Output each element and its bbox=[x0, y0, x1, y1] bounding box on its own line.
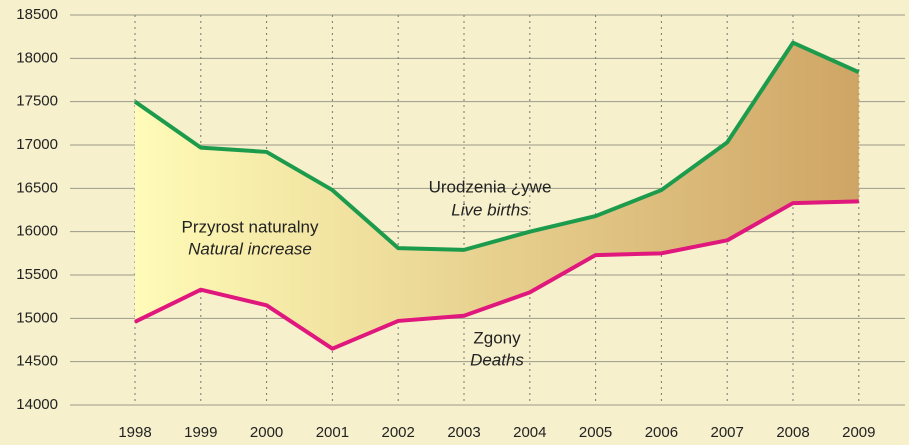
x-tick-label: 2009 bbox=[842, 424, 875, 441]
annotation: Live births bbox=[451, 200, 529, 219]
y-tick-label: 18500 bbox=[16, 6, 58, 23]
y-tick-label: 14500 bbox=[16, 353, 58, 370]
x-tick-label: 2000 bbox=[250, 424, 283, 441]
natural-increase-area bbox=[135, 42, 859, 349]
x-tick-label: 2008 bbox=[776, 424, 809, 441]
annotation: Deaths bbox=[470, 350, 524, 369]
y-tick-label: 17000 bbox=[16, 136, 58, 153]
x-tick-label: 2001 bbox=[316, 424, 349, 441]
x-tick-label: 1998 bbox=[118, 424, 151, 441]
x-tick-label: 2006 bbox=[645, 424, 678, 441]
y-tick-label: 15000 bbox=[16, 309, 58, 326]
annotation: Urodzenia ¿ywe bbox=[429, 177, 552, 196]
x-tick-label: 2003 bbox=[447, 424, 480, 441]
x-tick-label: 2005 bbox=[579, 424, 612, 441]
annotation: Przyrost naturalny bbox=[182, 217, 319, 236]
x-tick-label: 2002 bbox=[382, 424, 415, 441]
y-tick-label: 18000 bbox=[16, 49, 58, 66]
annotation: Natural increase bbox=[188, 239, 312, 258]
x-tick-label: 2004 bbox=[513, 424, 546, 441]
y-tick-label: 17500 bbox=[16, 93, 58, 110]
annotation: Zgony bbox=[473, 328, 521, 347]
y-tick-label: 14000 bbox=[16, 396, 58, 413]
x-tick-label: 1999 bbox=[184, 424, 217, 441]
y-tick-label: 16000 bbox=[16, 223, 58, 240]
x-tick-label: 2007 bbox=[711, 424, 744, 441]
y-tick-label: 16500 bbox=[16, 179, 58, 196]
series-line bbox=[134, 199, 859, 351]
series-line bbox=[133, 40, 860, 252]
y-tick-label: 15500 bbox=[16, 266, 58, 283]
